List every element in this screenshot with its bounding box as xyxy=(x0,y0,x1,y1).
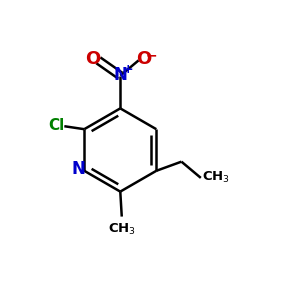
Text: O: O xyxy=(85,50,100,68)
Text: +: + xyxy=(122,63,133,76)
Text: CH$_3$: CH$_3$ xyxy=(108,222,136,237)
Text: −: − xyxy=(146,48,158,62)
Text: O: O xyxy=(136,50,151,68)
Text: Cl: Cl xyxy=(49,118,65,133)
Text: CH$_3$: CH$_3$ xyxy=(202,170,230,185)
Text: N: N xyxy=(114,65,128,83)
Text: N: N xyxy=(72,160,86,178)
